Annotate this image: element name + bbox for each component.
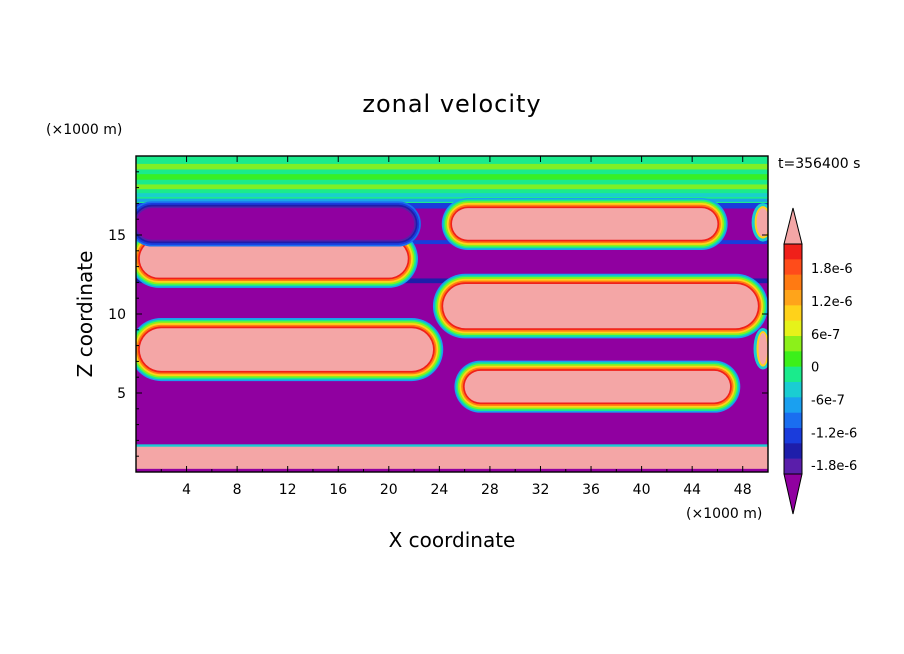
colorbar-label: 1.2e-6 <box>811 295 853 310</box>
top-band-stripe <box>136 174 768 180</box>
contour-core <box>443 283 758 329</box>
colorbar-swatch <box>784 443 802 459</box>
edge-feature-core <box>758 332 768 365</box>
colorbar-swatch <box>784 382 802 398</box>
time-label: t=356400 s <box>778 156 860 172</box>
top-band-stripe <box>136 198 768 202</box>
colorbar-label: -1.8e-6 <box>811 459 857 474</box>
x-tick-label: 24 <box>430 482 448 498</box>
colorbar-swatch <box>784 366 802 383</box>
y-tick-label: 10 <box>108 307 126 323</box>
colorbar-swatch <box>784 274 802 291</box>
edge-feature <box>753 327 768 370</box>
colorbar-label: 1.8e-6 <box>811 262 853 277</box>
x-tick-label: 4 <box>182 482 191 498</box>
bottom-layer <box>136 446 768 469</box>
colorbar-over-arrow <box>783 207 803 245</box>
colorbar-label: 6e-7 <box>811 328 840 343</box>
positive-cell <box>136 229 418 288</box>
colorbar-swatch <box>784 428 802 444</box>
y-axis: 5 10 15 <box>108 171 768 457</box>
contour-field <box>136 156 768 472</box>
colorbar-frame <box>783 243 803 475</box>
colorbar-swatch <box>784 351 802 367</box>
x-tick-label: 20 <box>380 482 398 498</box>
x-axis-label: X coordinate <box>389 528 516 552</box>
y-axis-label: Z coordinate <box>73 251 97 378</box>
x-axis-unit: (×1000 m) <box>686 506 762 522</box>
contour-core <box>452 208 718 240</box>
colorbar-swatch <box>784 320 802 337</box>
x-tick-label: 40 <box>633 482 651 498</box>
colorbar-swatch <box>784 397 802 413</box>
x-tick-label: 32 <box>532 482 550 498</box>
colorbar: 1.8e-6 1.2e-6 6e-7 0 -6e-7 -1.2e-6 -1.8e-6 <box>783 207 857 515</box>
x-tick-label: 12 <box>279 482 297 498</box>
positive-cell <box>441 197 728 250</box>
x-tick-label: 16 <box>329 482 347 498</box>
contour-core <box>139 328 434 371</box>
y-axis-unit: (×1000 m) <box>46 122 122 138</box>
colorbar-under-arrow <box>783 473 803 515</box>
top-band-stripe <box>136 163 768 170</box>
edge-feature <box>751 203 768 242</box>
y-tick-label: 15 <box>108 228 126 244</box>
x-tick-label: 48 <box>734 482 752 498</box>
y-tick-label: 5 <box>117 386 126 402</box>
bottom-interface <box>136 444 768 448</box>
colorbar-label: -6e-7 <box>811 394 845 409</box>
colorbar-swatch <box>784 244 802 260</box>
contour-core <box>139 239 408 278</box>
x-tick-label: 44 <box>683 482 701 498</box>
colorbar-label: -1.2e-6 <box>811 426 857 441</box>
x-axis: 4 8 12 16 20 24 28 32 36 40 44 48 <box>160 156 752 498</box>
top-band-stripe <box>136 184 768 190</box>
positive-cell <box>454 360 741 413</box>
positive-cell <box>432 273 768 339</box>
x-tick-label: 36 <box>582 482 600 498</box>
contour-core <box>136 208 415 240</box>
colorbar-swatch <box>784 458 802 475</box>
colorbar-swatch <box>784 412 802 429</box>
colorbar-swatch <box>784 336 802 352</box>
chart-title: zonal velocity <box>362 90 541 118</box>
x-tick-label: 28 <box>481 482 499 498</box>
colorbar-label: 0 <box>811 361 819 376</box>
top-band <box>136 156 768 205</box>
colorbar-swatch <box>784 259 802 275</box>
positive-cell <box>136 318 444 382</box>
contour-core <box>464 370 731 403</box>
top-band-stripe <box>136 193 768 198</box>
edge-feature-core <box>756 208 768 237</box>
colorbar-swatch <box>784 290 802 306</box>
colorbar-swatch <box>784 305 802 321</box>
x-tick-label: 8 <box>233 482 242 498</box>
negative-cell <box>136 201 421 247</box>
